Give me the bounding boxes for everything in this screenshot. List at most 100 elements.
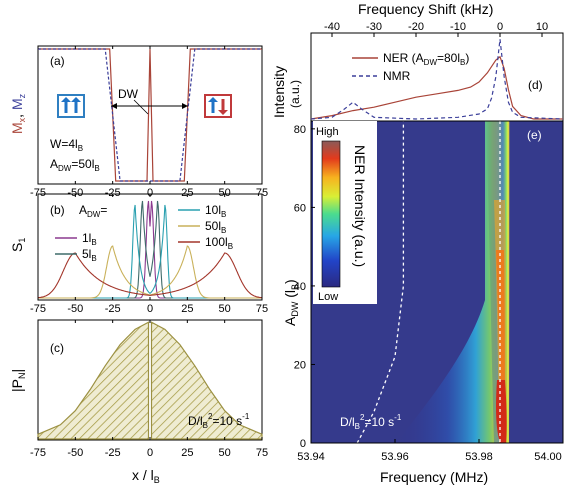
x-tick-label: -75: [30, 187, 46, 199]
panel-d-ylabel-2: (a.u.): [288, 80, 302, 108]
e-y-tick-label: 0: [300, 438, 306, 450]
panel-a-adw-text: ADW=50lB: [50, 157, 100, 173]
x-tick-label: 25: [181, 187, 193, 199]
panel-a-ylabel: Mx, Mz: [9, 93, 27, 134]
e-x-tick-label: 53.98: [465, 451, 493, 463]
panel-e-y-ticks: 0 20 40 60 80: [294, 124, 315, 450]
panel-e-annotation: D/lB2=10 s-1: [340, 413, 402, 431]
top-tick-label: -20: [408, 21, 424, 33]
panel-e-x-ticks: 53.94 53.96 53.98 54.00: [297, 439, 564, 463]
panel-b-legend-title: ADW=: [79, 203, 107, 219]
e-y-tick-label: 80: [294, 124, 306, 136]
S1-curve: [149, 245, 262, 299]
panel-c-ylabel: |PN|: [9, 369, 27, 392]
legend-nmr-label: NMR: [383, 69, 411, 83]
panel-e: High Low NER Intensity (a.u.) (e) D/lB2=…: [282, 120, 564, 485]
S1-curve: [37, 252, 151, 299]
S1-curve: [149, 252, 263, 299]
e-y-tick-label: 40: [294, 281, 306, 293]
panel-d-top-axis-label: Frequency Shift (kHz): [358, 1, 493, 17]
x-tick-label: -50: [67, 303, 83, 315]
colorbar-title: NER Intensity (a.u.): [352, 145, 368, 267]
x-tick-label: 50: [219, 303, 231, 315]
spin-up-down-box: [204, 94, 232, 118]
panel-e-ylabel: ADW (lB): [282, 279, 300, 326]
panel-a: (a) DW W=4lB ADW=50lB Mx, Mz: [9, 45, 263, 185]
top-tick-label: 10: [536, 21, 548, 33]
polarization-area: [37, 321, 150, 440]
panel-d: Frequency Shift (kHz) -40 -30 -20 -10 0 10 (d…: [271, 1, 564, 122]
panel-a-label: (a): [50, 54, 65, 68]
panel-c-xlabel: x / lB: [132, 467, 160, 485]
panel-c-area: [37, 321, 263, 440]
mz-profile-line: [38, 48, 262, 182]
x-tick-label: 50: [219, 447, 231, 459]
panel-d-curves: [310, 39, 564, 120]
top-tick-label: -30: [366, 21, 382, 33]
x-tick-label: 0: [147, 187, 153, 199]
legend-label: 1lB: [82, 231, 97, 247]
colorbar-high: High: [316, 126, 339, 138]
panel-e-label: (e): [527, 128, 542, 142]
nmr-spectrum-line: [310, 39, 564, 120]
panel-d-top-ticks: -40 -30 -20 -10 0 10: [324, 21, 548, 37]
polarization-area: [150, 321, 263, 440]
colorbar-box: High Low NER Intensity (a.u.): [313, 121, 377, 304]
top-tick-label: -10: [450, 21, 466, 33]
panel-e-xlabel: Frequency (MHz): [380, 469, 488, 485]
left-x-axis-ticks: -75 -75 -75 -50 -50 -50 -25 -25 -25 0 0 0 25 25 25 50 50…: [30, 46, 268, 459]
x-tick-label: -75: [30, 303, 46, 315]
panel-d-ylabel-1: Intensity: [271, 66, 287, 118]
x-tick-label: 25: [181, 447, 193, 459]
dw-arrow-left: [111, 103, 117, 109]
panel-b-label: (b): [50, 203, 65, 217]
dw-pointer: [133, 99, 149, 115]
panel-c-annotation: D/lB2=10 s-1: [188, 412, 250, 430]
colorbar-low: Low: [318, 291, 338, 303]
legend-label: 100lB: [205, 235, 233, 251]
panel-d-label: (d): [528, 78, 543, 92]
spin-up-box: [57, 94, 85, 118]
heatmap-bottom-red: [496, 380, 507, 443]
x-tick-label: -75: [30, 447, 46, 459]
panel-a-dw-label: DW: [118, 87, 139, 101]
e-y-tick-label: 60: [294, 202, 306, 214]
colorbar: [321, 140, 341, 288]
heatmap-ridge-tail: [396, 121, 510, 443]
x-tick-label: 75: [256, 447, 268, 459]
e-x-tick-label: 53.94: [297, 451, 325, 463]
top-tick-label: 0: [497, 21, 503, 33]
e-y-tick-label: 20: [294, 359, 306, 371]
panel-b-ylabel: S1: [9, 238, 27, 252]
legend-label: 10lB: [205, 203, 226, 219]
x-tick-label: -25: [105, 187, 121, 199]
x-tick-label: -25: [105, 303, 121, 315]
x-tick-label: 50: [219, 187, 231, 199]
panel-c: (c) D/lB2=10 s-1 |PN| x / lB: [9, 319, 263, 485]
x-tick-label: 25: [181, 303, 193, 315]
x-tick-label: 0: [147, 303, 153, 315]
x-tick-label: -50: [67, 187, 83, 199]
panel-e-frame: [310, 120, 564, 444]
legend-label: 5lB: [82, 247, 97, 263]
panel-c-label: (c): [50, 341, 64, 355]
ner-spectrum-line: [310, 55, 563, 120]
dw-arrow-right: [182, 103, 188, 109]
panel-a-w-text: W=4lB: [50, 137, 83, 153]
panel-d-frame: [310, 32, 564, 122]
legend-ner-label: NER (ADW=80lB): [383, 51, 469, 67]
S1-curve: [38, 245, 151, 299]
x-tick-label: -50: [67, 447, 83, 459]
e-x-tick-label: 53.96: [381, 451, 409, 463]
legend-label: 50lB: [205, 219, 226, 235]
top-tick-label: -40: [324, 21, 340, 33]
panel-b-curves: [37, 200, 263, 299]
x-tick-label: 75: [256, 187, 268, 199]
x-tick-label: 75: [256, 303, 268, 315]
e-x-tick-label: 54.00: [534, 451, 562, 463]
x-tick-label: -25: [105, 447, 121, 459]
x-tick-label: 0: [147, 447, 153, 459]
